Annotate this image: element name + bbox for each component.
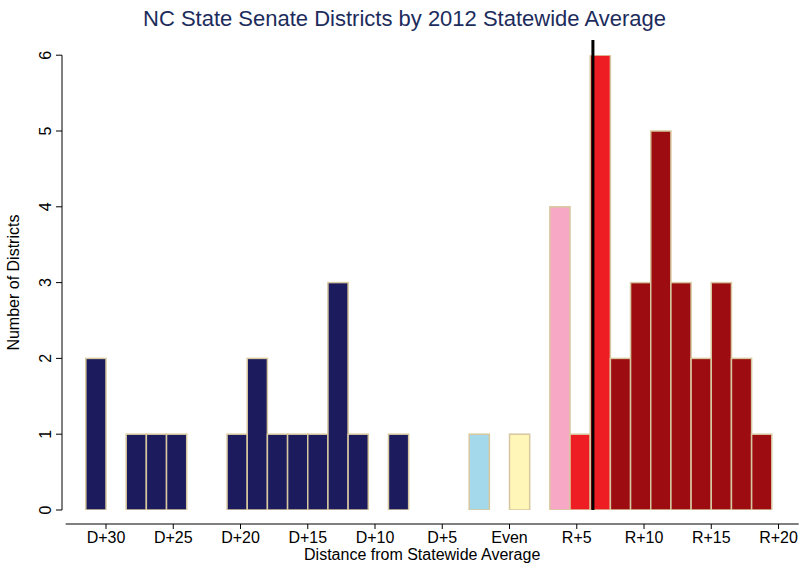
x-tick-label: D+30	[87, 529, 126, 546]
bar	[167, 434, 187, 510]
bar	[711, 283, 731, 510]
bar	[510, 434, 530, 510]
y-tick	[56, 206, 62, 207]
bar	[227, 434, 247, 510]
bar	[530, 509, 550, 510]
bar	[247, 358, 267, 510]
x-tick-label: D+20	[221, 529, 260, 546]
y-tick	[56, 55, 62, 56]
bar	[691, 358, 711, 510]
bars	[86, 55, 772, 510]
bar	[731, 358, 751, 510]
title: NC State Senate Districts by 2012 Statew…	[143, 6, 666, 31]
y-tick-label: 5	[37, 126, 54, 135]
bar	[388, 434, 408, 510]
x-tick-label: R+15	[692, 529, 731, 546]
y-tick	[56, 358, 62, 359]
y-tick	[56, 282, 62, 283]
bar	[267, 434, 287, 510]
y-tick	[56, 434, 62, 435]
x-tick-label: D+25	[154, 529, 193, 546]
bar	[449, 509, 469, 510]
bar	[469, 434, 489, 510]
bar	[631, 283, 651, 510]
bar	[671, 283, 691, 510]
y-tick-label: 3	[37, 278, 54, 287]
y-tick	[56, 131, 62, 132]
x-tick-label: D+10	[356, 529, 395, 546]
y-tick-label: 4	[37, 202, 54, 211]
bar	[187, 509, 207, 510]
x-axis-line	[66, 524, 799, 525]
y-tick	[56, 510, 62, 511]
bar	[489, 509, 509, 510]
bar	[651, 131, 671, 510]
bar	[348, 434, 368, 510]
y-axis-label: Number of Districts	[5, 215, 22, 351]
y-tick-label: 2	[37, 354, 54, 363]
x-tick-label: Even	[491, 529, 527, 546]
bar	[106, 509, 126, 510]
bar	[288, 434, 308, 510]
bar	[610, 358, 630, 510]
bar	[752, 434, 772, 510]
bar	[368, 509, 388, 510]
x-tick-label: R+5	[562, 529, 592, 546]
bar	[429, 509, 449, 510]
bar	[550, 207, 570, 510]
bar	[207, 509, 227, 510]
x-tick-label: R+20	[759, 529, 798, 546]
y-tick-label: 0	[37, 505, 54, 514]
bar	[409, 509, 429, 510]
reference-line	[591, 40, 594, 510]
x-axis-label: Distance from Statewide Average	[304, 546, 540, 563]
y-tick-label: 1	[37, 430, 54, 439]
x-tick-label: D+5	[427, 529, 457, 546]
bar	[146, 434, 166, 510]
background	[0, 0, 809, 569]
bar	[328, 283, 348, 510]
bar	[308, 434, 328, 510]
x-tick-label: R+10	[625, 529, 664, 546]
bar	[570, 434, 590, 510]
y-tick-label: 6	[37, 51, 54, 60]
bar	[86, 358, 106, 510]
chart: NC State Senate Districts by 2012 Statew…	[0, 0, 809, 569]
x-tick-label: D+15	[288, 529, 327, 546]
bar	[126, 434, 146, 510]
